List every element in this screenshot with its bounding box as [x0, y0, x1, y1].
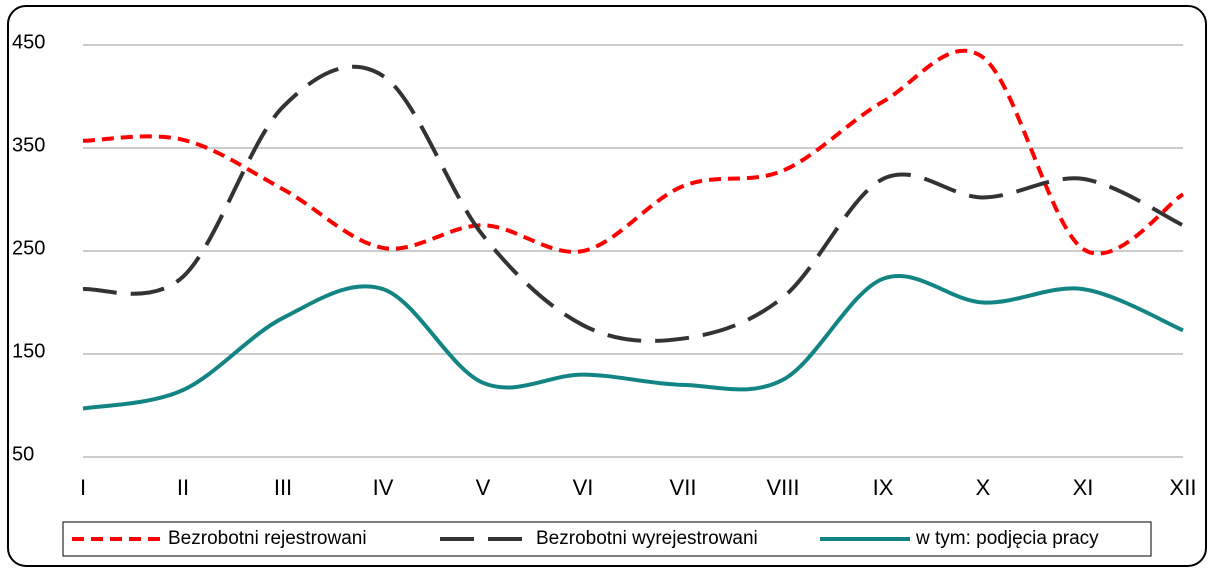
legend-label: Bezrobotni rejestrowani	[168, 528, 367, 549]
x-tick-label: I	[80, 475, 86, 500]
x-tick-label: X	[976, 475, 991, 500]
x-tick-label: VI	[573, 475, 594, 500]
x-tick-label: VII	[670, 475, 697, 500]
chart-frame	[7, 5, 1207, 567]
x-tick-label: V	[476, 475, 491, 500]
y-tick-label: 50	[12, 443, 34, 465]
y-tick-label: 350	[12, 134, 45, 156]
y-tick-label: 150	[12, 340, 45, 362]
x-tick-label: IX	[873, 475, 894, 500]
x-tick-label: XI	[1073, 475, 1094, 500]
legend-label: Bezrobotni wyrejestrowani	[536, 528, 758, 549]
x-tick-label: VIII	[766, 475, 799, 500]
legend-box	[62, 521, 1152, 557]
line-series	[82, 48, 1185, 256]
legend-label: w tym: podjęcia pracy	[915, 528, 1099, 549]
x-tick-label: XII	[1170, 475, 1197, 500]
x-tick-label: II	[177, 475, 189, 500]
y-tick-label: 450	[12, 31, 45, 53]
x-tick-label: IV	[373, 475, 394, 500]
line-series	[82, 64, 1184, 343]
x-tick-label: III	[274, 475, 292, 500]
y-tick-label: 250	[12, 237, 45, 259]
line-series	[82, 274, 1184, 411]
